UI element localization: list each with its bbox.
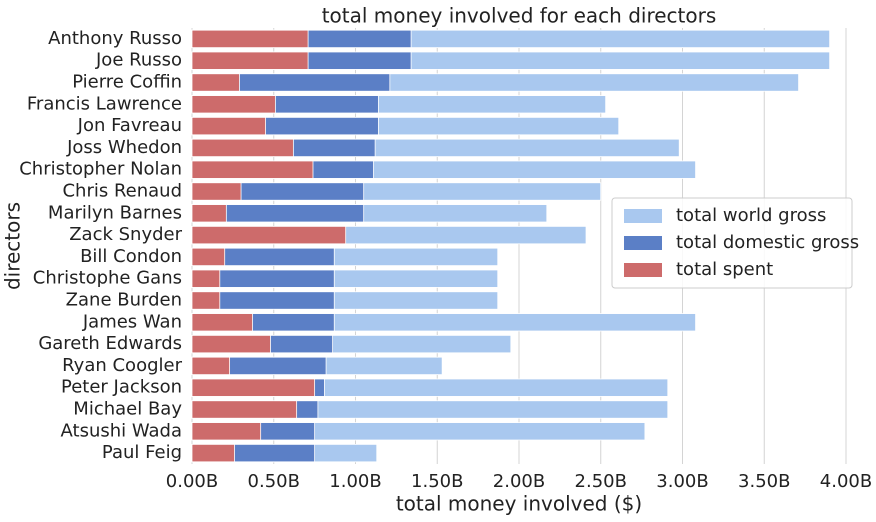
- y-tick-label: Joe Russo: [95, 50, 182, 71]
- bar: [191, 443, 235, 463]
- y-tick-label: Zack Snyder: [69, 224, 182, 245]
- x-tick-label: 4.00B: [820, 471, 872, 492]
- y-tick-label: Jon Favreau: [77, 115, 182, 136]
- y-tick-label: Christophe Gans: [33, 268, 182, 289]
- x-tick-label: 3.50B: [738, 471, 790, 492]
- bar: [191, 247, 226, 267]
- y-tick-label: Michael Bay: [73, 399, 182, 420]
- y-tick-label: Peter Jackson: [61, 377, 182, 398]
- bar: [191, 422, 262, 441]
- x-tick-label: 3.00B: [656, 471, 708, 492]
- x-tick-label: 1.00B: [329, 471, 381, 492]
- bar: [191, 378, 316, 397]
- bar: [191, 204, 227, 223]
- bar: [191, 225, 347, 245]
- bar: [191, 29, 309, 49]
- bar: [191, 356, 231, 376]
- bar: [191, 51, 309, 70]
- y-tick-label: Chris Renaud: [62, 181, 182, 202]
- bar: [191, 138, 294, 158]
- y-axis-label: directors: [1, 202, 25, 290]
- x-tick-label: 0.50B: [248, 471, 300, 492]
- y-tick-label: Atsushi Wada: [61, 420, 182, 441]
- legend-label: total domestic gross: [676, 232, 859, 253]
- chart-title: total money involved for each directors: [322, 4, 717, 28]
- legend-box: [611, 197, 853, 289]
- legend-swatch: [624, 209, 662, 223]
- legend-swatch: [624, 263, 662, 277]
- bar: [191, 313, 253, 332]
- y-tick-label: Pierre Coffin: [72, 72, 182, 93]
- x-tick-label: 0.00B: [166, 471, 218, 492]
- y-tick-label: Joss Whedon: [66, 137, 182, 158]
- legend-label: total spent: [676, 259, 773, 280]
- legend-label: total world gross: [676, 205, 826, 226]
- bar: [191, 400, 298, 419]
- y-tick-label: Paul Feig: [102, 442, 182, 463]
- x-tick-label: 1.50B: [411, 471, 463, 492]
- y-tick-label: Bill Condon: [80, 246, 182, 267]
- x-axis-label: total money involved ($): [396, 492, 642, 516]
- y-tick-label: James Wan: [82, 311, 182, 332]
- y-tick-label: Christopher Nolan: [19, 159, 182, 180]
- bar: [191, 160, 314, 179]
- legend-swatch: [624, 236, 662, 250]
- bar: [191, 95, 276, 114]
- y-tick-label: Gareth Edwards: [38, 333, 182, 354]
- bar: [191, 269, 221, 288]
- bar: [191, 73, 240, 92]
- bar: [191, 291, 221, 310]
- bar: [191, 182, 242, 201]
- bar: [191, 334, 271, 354]
- x-tick-label: 2.50B: [575, 471, 627, 492]
- bar: [191, 116, 266, 136]
- y-tick-label: Marilyn Barnes: [48, 202, 182, 223]
- y-tick-label: Francis Lawrence: [27, 93, 182, 114]
- y-tick-label: Anthony Russo: [48, 28, 182, 49]
- y-tick-label: Ryan Coogler: [62, 355, 182, 376]
- x-tick-label: 2.00B: [493, 471, 545, 492]
- y-tick-label: Zane Burden: [66, 290, 182, 311]
